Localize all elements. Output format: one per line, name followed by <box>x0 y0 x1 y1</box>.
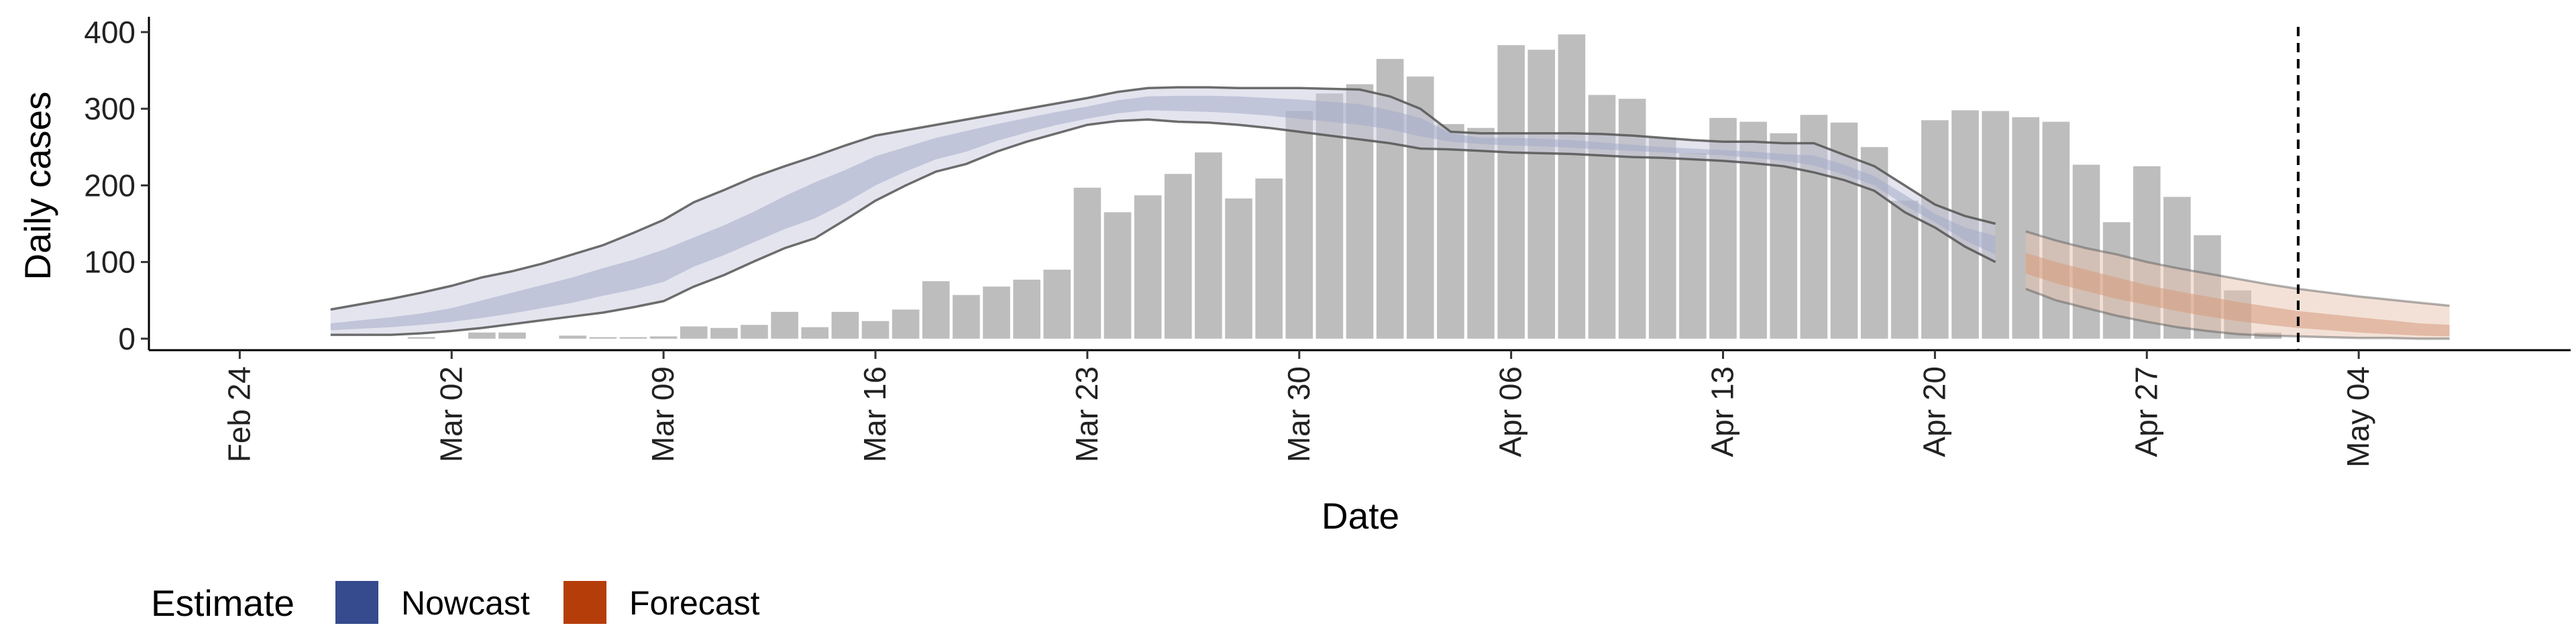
axes-layer: 0 100 200 300 400 Feb 24 Mar 02 Mar 09 Mar 16 Mar… <box>84 15 2571 468</box>
case-bar <box>1679 153 1707 339</box>
forecast-inner-band <box>2025 252 2450 337</box>
x-tick-label: Mar 02 <box>433 366 468 462</box>
case-bar <box>922 281 950 339</box>
legend-label-nowcast: Nowcast <box>401 584 530 622</box>
case-bar <box>953 294 980 339</box>
case-bar <box>1558 34 1586 339</box>
forecast-outer-band <box>2025 231 2450 339</box>
case-bar <box>771 311 798 339</box>
forecast-lower-bound-line <box>2025 287 2450 340</box>
case-bar <box>892 309 920 339</box>
x-tick-label: Feb 24 <box>221 366 256 462</box>
x-axis-title: Date <box>1322 495 1399 537</box>
y-tick-label: 200 <box>84 168 136 203</box>
case-bar <box>407 337 435 339</box>
case-bar <box>801 327 829 339</box>
case-bar <box>559 335 587 339</box>
x-tick-label: Mar 16 <box>857 366 892 462</box>
y-tick-label: 400 <box>84 15 136 50</box>
case-bar <box>468 332 496 339</box>
case-bar <box>1497 45 1525 339</box>
x-tick-label: Mar 30 <box>1281 366 1316 462</box>
forecast-upper-bound-line <box>2025 230 2450 307</box>
case-bar <box>1527 50 1556 339</box>
case-bar <box>589 337 617 339</box>
x-tick-label: Apr 20 <box>1917 366 1951 458</box>
y-axis-title: Daily cases <box>17 91 58 280</box>
case-bar <box>741 325 768 339</box>
bars-layer <box>407 34 2282 339</box>
nowcast-inner-band <box>330 95 1996 331</box>
case-bar <box>861 321 890 339</box>
case-bar <box>680 326 708 339</box>
legend: Estimate Nowcast Forecast <box>151 581 760 624</box>
case-bar <box>619 337 647 339</box>
y-tick-label: 300 <box>84 91 136 126</box>
x-tick-label: Mar 23 <box>1069 366 1104 462</box>
legend-swatch-nowcast <box>335 581 378 624</box>
case-bar <box>1043 270 1071 339</box>
nowcast-upper-bound-line <box>330 86 1996 311</box>
case-bar <box>983 286 1010 339</box>
case-bar <box>1890 201 1919 339</box>
case-bar <box>1467 127 1495 339</box>
case-bar <box>2012 117 2040 339</box>
case-bar <box>710 327 738 339</box>
case-bar <box>1285 111 1313 339</box>
nowcast-lower-bound-line <box>330 118 1996 336</box>
case-bar <box>1164 174 1192 339</box>
case-bar <box>1104 212 1132 339</box>
x-tick-label: Apr 06 <box>1493 366 1528 458</box>
case-bar <box>1648 138 1676 339</box>
y-tick-label: 100 <box>84 245 136 280</box>
bands-layer <box>330 86 2450 340</box>
case-bar <box>1013 279 1040 339</box>
legend-label-forecast: Forecast <box>629 584 760 622</box>
case-bar <box>2042 121 2070 339</box>
case-bar <box>1255 178 1283 339</box>
x-tick-label: Apr 13 <box>1705 366 1740 458</box>
case-bar <box>1134 195 1162 339</box>
legend-swatch-forecast <box>564 581 606 624</box>
x-tick-label: Apr 27 <box>2129 366 2163 458</box>
legend-title: Estimate <box>151 582 294 624</box>
case-bar <box>1195 152 1222 339</box>
case-bar <box>831 311 859 339</box>
case-bar <box>1588 95 1616 339</box>
x-tick-label: Mar 09 <box>645 366 680 462</box>
case-bar <box>1073 187 1102 339</box>
y-tick-label: 0 <box>118 321 136 356</box>
case-bar <box>498 332 526 339</box>
x-tick-label: May 04 <box>2341 366 2375 468</box>
case-bar <box>649 336 678 339</box>
case-bar <box>1225 198 1252 339</box>
nowcast-outer-band <box>330 87 1996 335</box>
case-bar <box>1437 123 1464 339</box>
